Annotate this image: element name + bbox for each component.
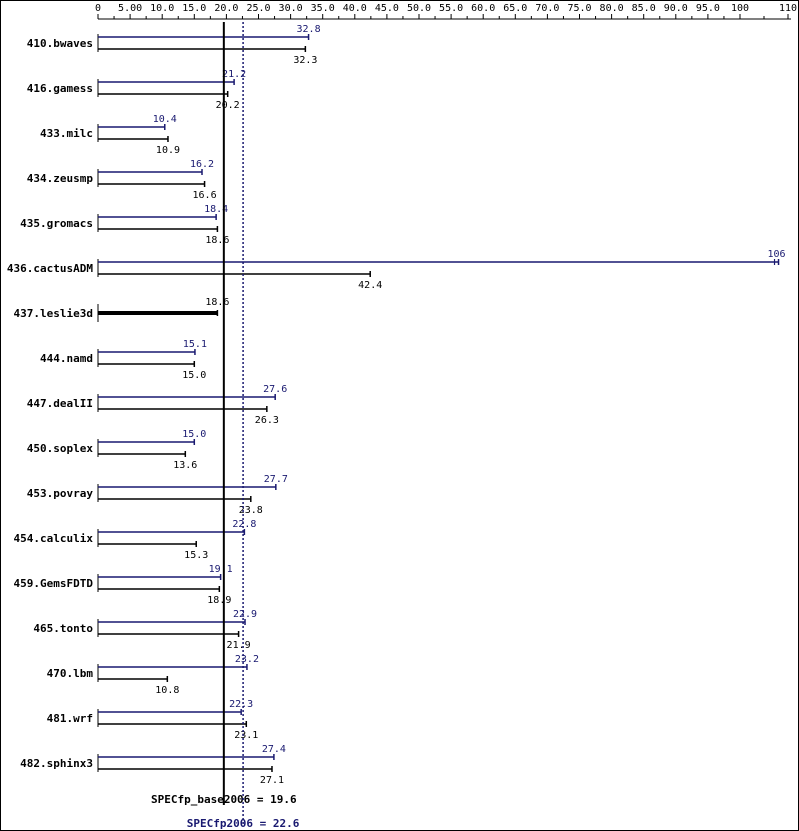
peak-value-label: 22.9	[233, 609, 257, 620]
x-tick-label: 25.0	[246, 3, 270, 14]
peak-value-label: 18.4	[204, 204, 228, 215]
x-tick-label: 55.0	[439, 3, 463, 14]
benchmark-label: 437.leslie3d	[14, 307, 93, 320]
x-tick-label: 45.0	[375, 3, 399, 14]
peak-value-label: 22.8	[232, 519, 256, 530]
benchmark-label: 435.gromacs	[20, 217, 93, 230]
x-tick-label: 15.0	[182, 3, 206, 14]
base-value-label: 15.0	[182, 370, 206, 381]
peak-value-label: 16.2	[190, 159, 214, 170]
peak-value-label: 22.3	[229, 699, 253, 710]
x-tick-label: 85.0	[632, 3, 656, 14]
base-value-label: 16.6	[193, 190, 217, 201]
benchmark-label: 410.bwaves	[27, 37, 93, 50]
benchmark-label: 482.sphinx3	[20, 757, 93, 770]
base-value-label: 13.6	[173, 460, 197, 471]
base-value-label: 10.8	[155, 685, 179, 696]
benchmark-row: 410.bwaves 32.8 32.3	[27, 24, 321, 66]
base-value-label: 18.9	[207, 595, 231, 606]
peak-value-label: 106	[767, 249, 785, 260]
x-tick-label: 70.0	[535, 3, 559, 14]
x-tick-label: 40.0	[343, 3, 367, 14]
benchmark-row: 459.GemsFDTD 19.1 18.9	[14, 564, 233, 606]
benchmark-row: 436.cactusADM 106 42.4	[7, 249, 786, 291]
benchmark-label: 450.soplex	[27, 442, 94, 455]
benchmark-row: 434.zeusmp 16.2 16.6	[27, 159, 217, 201]
x-tick-label: 30.0	[279, 3, 303, 14]
base-value-label: 23.1	[234, 730, 258, 741]
x-tick-label: 10.0	[150, 3, 174, 14]
reference-lines: SPECfp_base2006 = 19.6 SPECfp2006 = 22.6	[151, 22, 300, 830]
benchmark-row: 481.wrf 22.3 23.1	[47, 699, 259, 741]
base-value-label: 32.3	[293, 55, 317, 66]
benchmark-row: 447.dealII 27.6 26.3	[27, 384, 287, 426]
base-value-label: 27.1	[260, 775, 284, 786]
peak-value-label: 19.1	[209, 564, 233, 575]
benchmark-label: 416.gamess	[27, 82, 93, 95]
base-value-label: 26.3	[255, 415, 279, 426]
x-tick-label: 65.0	[503, 3, 527, 14]
base-value-label: 21.9	[227, 640, 251, 651]
benchmark-label: 454.calculix	[14, 532, 94, 545]
peak-value-label: 23.2	[235, 654, 259, 665]
benchmark-label: 433.milc	[40, 127, 93, 140]
benchmark-label: 465.tonto	[33, 622, 93, 635]
base-value-label: 20.2	[216, 100, 240, 111]
benchmark-row: 416.gamess 21.2 20.2	[27, 69, 246, 111]
benchmark-label: 436.cactusADM	[7, 262, 93, 275]
base-value-label: 10.9	[156, 145, 180, 156]
benchmark-row: 433.milc 10.4 10.9	[40, 114, 180, 156]
benchmark-label: 481.wrf	[47, 712, 93, 725]
x-tick-label: 90.0	[664, 3, 688, 14]
benchmark-row: 450.soplex 15.0 13.6	[27, 429, 207, 471]
peak-value-label: 32.8	[297, 24, 321, 35]
benchmark-row: 453.povray 27.7 23.8	[27, 474, 288, 516]
benchmark-row: 454.calculix 22.8 15.3	[14, 519, 257, 561]
peak-value-label: 27.6	[263, 384, 287, 395]
x-tick-label: 110	[779, 3, 797, 14]
benchmark-row: 435.gromacs 18.4 18.6	[20, 204, 229, 246]
peak-value-label: 21.2	[222, 69, 246, 80]
benchmark-row: 482.sphinx3 27.4 27.1	[20, 744, 286, 786]
benchmark-row: 444.namd 15.1 15.0	[40, 339, 207, 381]
benchmark-row: 465.tonto 22.9 21.9	[33, 609, 257, 651]
x-tick-label: 5.00	[118, 3, 142, 14]
base-value-label: 18.6	[205, 235, 229, 246]
base-value-label: 23.8	[239, 505, 263, 516]
benchmark-row: 470.lbm 23.2 10.8	[47, 654, 259, 696]
benchmark-label: 444.namd	[40, 352, 93, 365]
x-tick-label: 50.0	[407, 3, 431, 14]
x-tick-label: 75.0	[567, 3, 591, 14]
base-summary-label: SPECfp_base2006 = 19.6	[151, 793, 297, 806]
benchmark-label: 434.zeusmp	[27, 172, 94, 185]
bars: 410.bwaves 32.8 32.3 416.gamess 21.2 20.2 433.…	[7, 24, 786, 786]
x-tick-label: 80.0	[600, 3, 624, 14]
x-axis: 0 5.00 10.0 15.0 20.0 25.0 30.0 35.0 40.0 45.0 50.…	[95, 3, 797, 20]
benchmark-label: 470.lbm	[47, 667, 94, 680]
benchmark-label: 453.povray	[27, 487, 94, 500]
peak-value-label: 27.4	[262, 744, 286, 755]
peak-value-label: 15.0	[182, 429, 206, 440]
base-value-label: 15.3	[184, 550, 208, 561]
x-tick-label: 35.0	[311, 3, 335, 14]
benchmark-label: 459.GemsFDTD	[14, 577, 94, 590]
x-tick-label: 95.0	[696, 3, 720, 14]
x-tick-label: 0	[95, 3, 101, 14]
x-tick-label: 60.0	[471, 3, 495, 14]
benchmark-row: 437.leslie3d 18.6	[14, 297, 229, 322]
peak-value-label: 15.1	[183, 339, 207, 350]
peak-summary-label: SPECfp2006 = 22.6	[187, 817, 300, 830]
x-tick-label: 100	[731, 3, 749, 14]
base-value-label: 42.4	[358, 280, 382, 291]
benchmark-label: 447.dealII	[27, 397, 93, 410]
x-tick-label: 20.0	[214, 3, 238, 14]
base-value-label: 18.6	[205, 297, 229, 308]
peak-value-label: 27.7	[264, 474, 288, 485]
peak-value-label: 10.4	[153, 114, 177, 125]
